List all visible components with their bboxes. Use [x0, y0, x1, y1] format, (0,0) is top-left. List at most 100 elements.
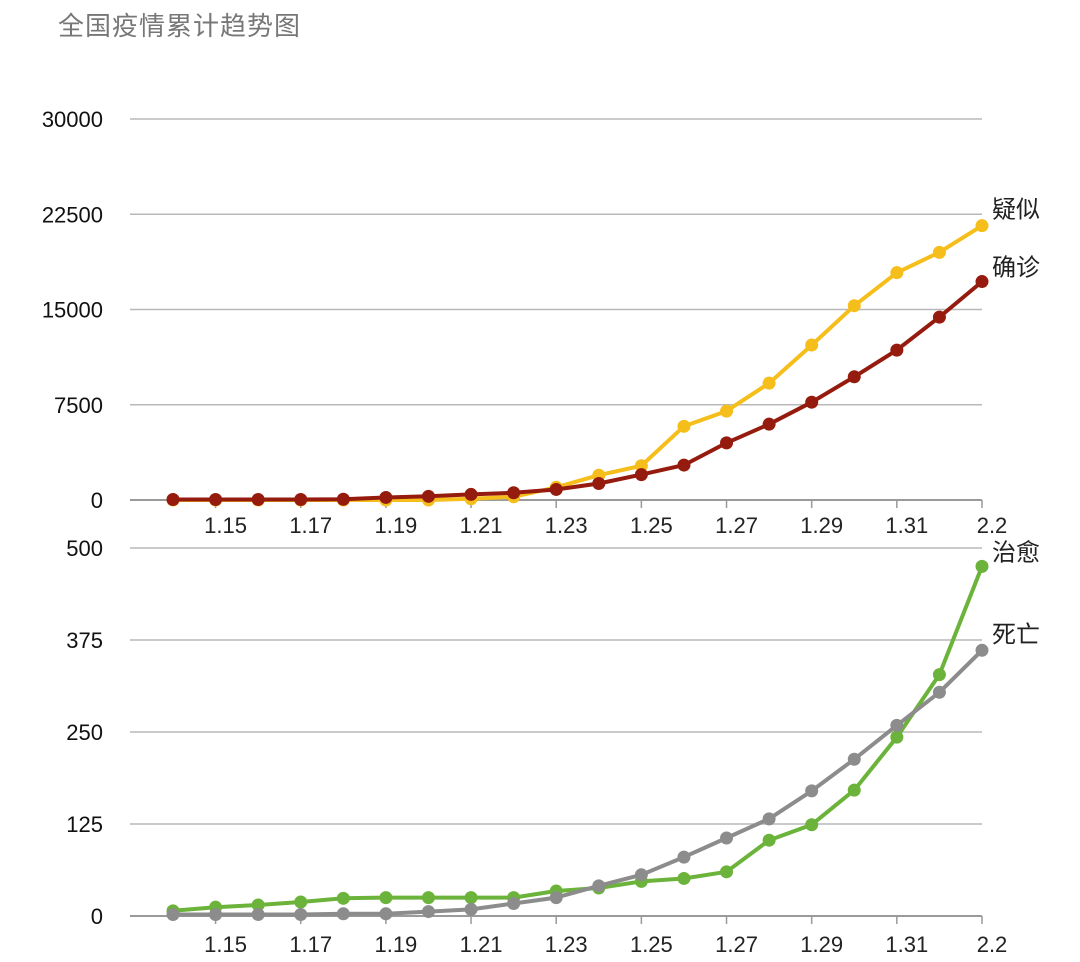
data-point — [762, 376, 776, 390]
data-point — [549, 482, 563, 496]
data-point — [379, 490, 393, 504]
series-label: 疑似 — [992, 196, 1040, 224]
series-line — [171, 648, 984, 917]
data-point — [166, 908, 180, 922]
x-tick-label: 1.15 — [204, 932, 247, 957]
data-point — [294, 895, 308, 909]
data-point — [421, 489, 435, 503]
data-point — [847, 299, 861, 313]
x-tick-label: 1.27 — [715, 513, 758, 538]
y-tick-label: 375 — [66, 628, 103, 653]
data-point — [932, 685, 946, 699]
x-tick-label: 1.31 — [885, 932, 928, 957]
data-point — [166, 492, 180, 506]
series-label: 治愈 — [992, 538, 1040, 566]
y-tick-label: 0 — [91, 904, 103, 929]
x-tick-label: 1.15 — [204, 513, 247, 538]
data-point — [762, 833, 776, 847]
data-point — [890, 730, 904, 744]
y-tick-label: 15000 — [42, 298, 103, 323]
data-point — [677, 850, 691, 864]
data-point — [294, 492, 308, 506]
data-point — [677, 871, 691, 885]
data-point — [379, 891, 393, 905]
data-point — [464, 487, 478, 501]
chart-title: 全国疫情累计趋势图 — [58, 12, 302, 42]
data-point — [762, 417, 776, 431]
series-line — [171, 564, 984, 913]
data-point — [762, 812, 776, 826]
x-tick-label: 1.23 — [545, 513, 588, 538]
data-point — [336, 492, 350, 506]
x-tick-label: 2.2 — [977, 513, 1008, 538]
data-point — [421, 891, 435, 905]
data-point — [932, 245, 946, 259]
x-tick-label: 1.29 — [800, 932, 843, 957]
y-tick-label: 500 — [66, 536, 103, 561]
x-tick-label: 1.25 — [630, 513, 673, 538]
data-point — [890, 718, 904, 732]
data-point — [932, 668, 946, 682]
data-point — [549, 891, 563, 905]
data-point — [975, 643, 989, 657]
data-point — [805, 818, 819, 832]
data-point — [251, 908, 265, 922]
data-point — [421, 905, 435, 919]
data-point — [677, 419, 691, 433]
y-tick-label: 125 — [66, 812, 103, 837]
data-point — [975, 219, 989, 233]
x-tick-label: 1.21 — [460, 513, 503, 538]
series-line — [171, 223, 984, 502]
data-point — [592, 879, 606, 893]
data-point — [294, 908, 308, 922]
data-point — [847, 783, 861, 797]
data-point — [251, 898, 265, 912]
data-point — [336, 891, 350, 905]
data-point — [507, 896, 521, 910]
x-tick-label: 1.27 — [715, 932, 758, 957]
x-tick-label: 1.25 — [630, 932, 673, 957]
data-point — [209, 908, 223, 922]
data-point — [507, 486, 521, 500]
series-line — [171, 279, 984, 502]
y-tick-label: 7500 — [54, 393, 103, 418]
data-point — [634, 459, 648, 473]
data-point — [932, 310, 946, 324]
x-tick-label: 1.17 — [289, 513, 332, 538]
x-tick-label: 1.23 — [545, 932, 588, 957]
data-point — [379, 907, 393, 921]
data-point — [805, 395, 819, 409]
data-point — [677, 458, 691, 472]
data-point — [251, 492, 265, 506]
data-point — [805, 338, 819, 352]
data-point — [890, 266, 904, 280]
x-tick-label: 1.31 — [885, 513, 928, 538]
data-point — [464, 891, 478, 905]
x-tick-label: 1.19 — [374, 932, 417, 957]
data-point — [720, 831, 734, 845]
data-point — [975, 559, 989, 573]
data-point — [634, 468, 648, 482]
data-point — [634, 868, 648, 882]
data-point — [720, 436, 734, 450]
y-tick-label: 30000 — [42, 107, 103, 132]
data-point — [720, 404, 734, 418]
x-tick-label: 2.2 — [977, 932, 1008, 957]
data-point — [464, 902, 478, 916]
data-point — [336, 907, 350, 921]
y-tick-label: 0 — [91, 488, 103, 513]
series-label: 确诊 — [992, 254, 1040, 282]
y-tick-label: 22500 — [42, 202, 103, 227]
x-tick-label: 1.17 — [289, 932, 332, 957]
data-point — [890, 343, 904, 357]
y-tick-label: 250 — [66, 720, 103, 745]
data-point — [847, 370, 861, 384]
series-label: 死亡 — [992, 620, 1040, 648]
x-tick-label: 1.19 — [374, 513, 417, 538]
data-point — [209, 492, 223, 506]
x-tick-label: 1.21 — [460, 932, 503, 957]
x-tick-label: 1.29 — [800, 513, 843, 538]
data-point — [592, 476, 606, 490]
data-point — [975, 275, 989, 289]
